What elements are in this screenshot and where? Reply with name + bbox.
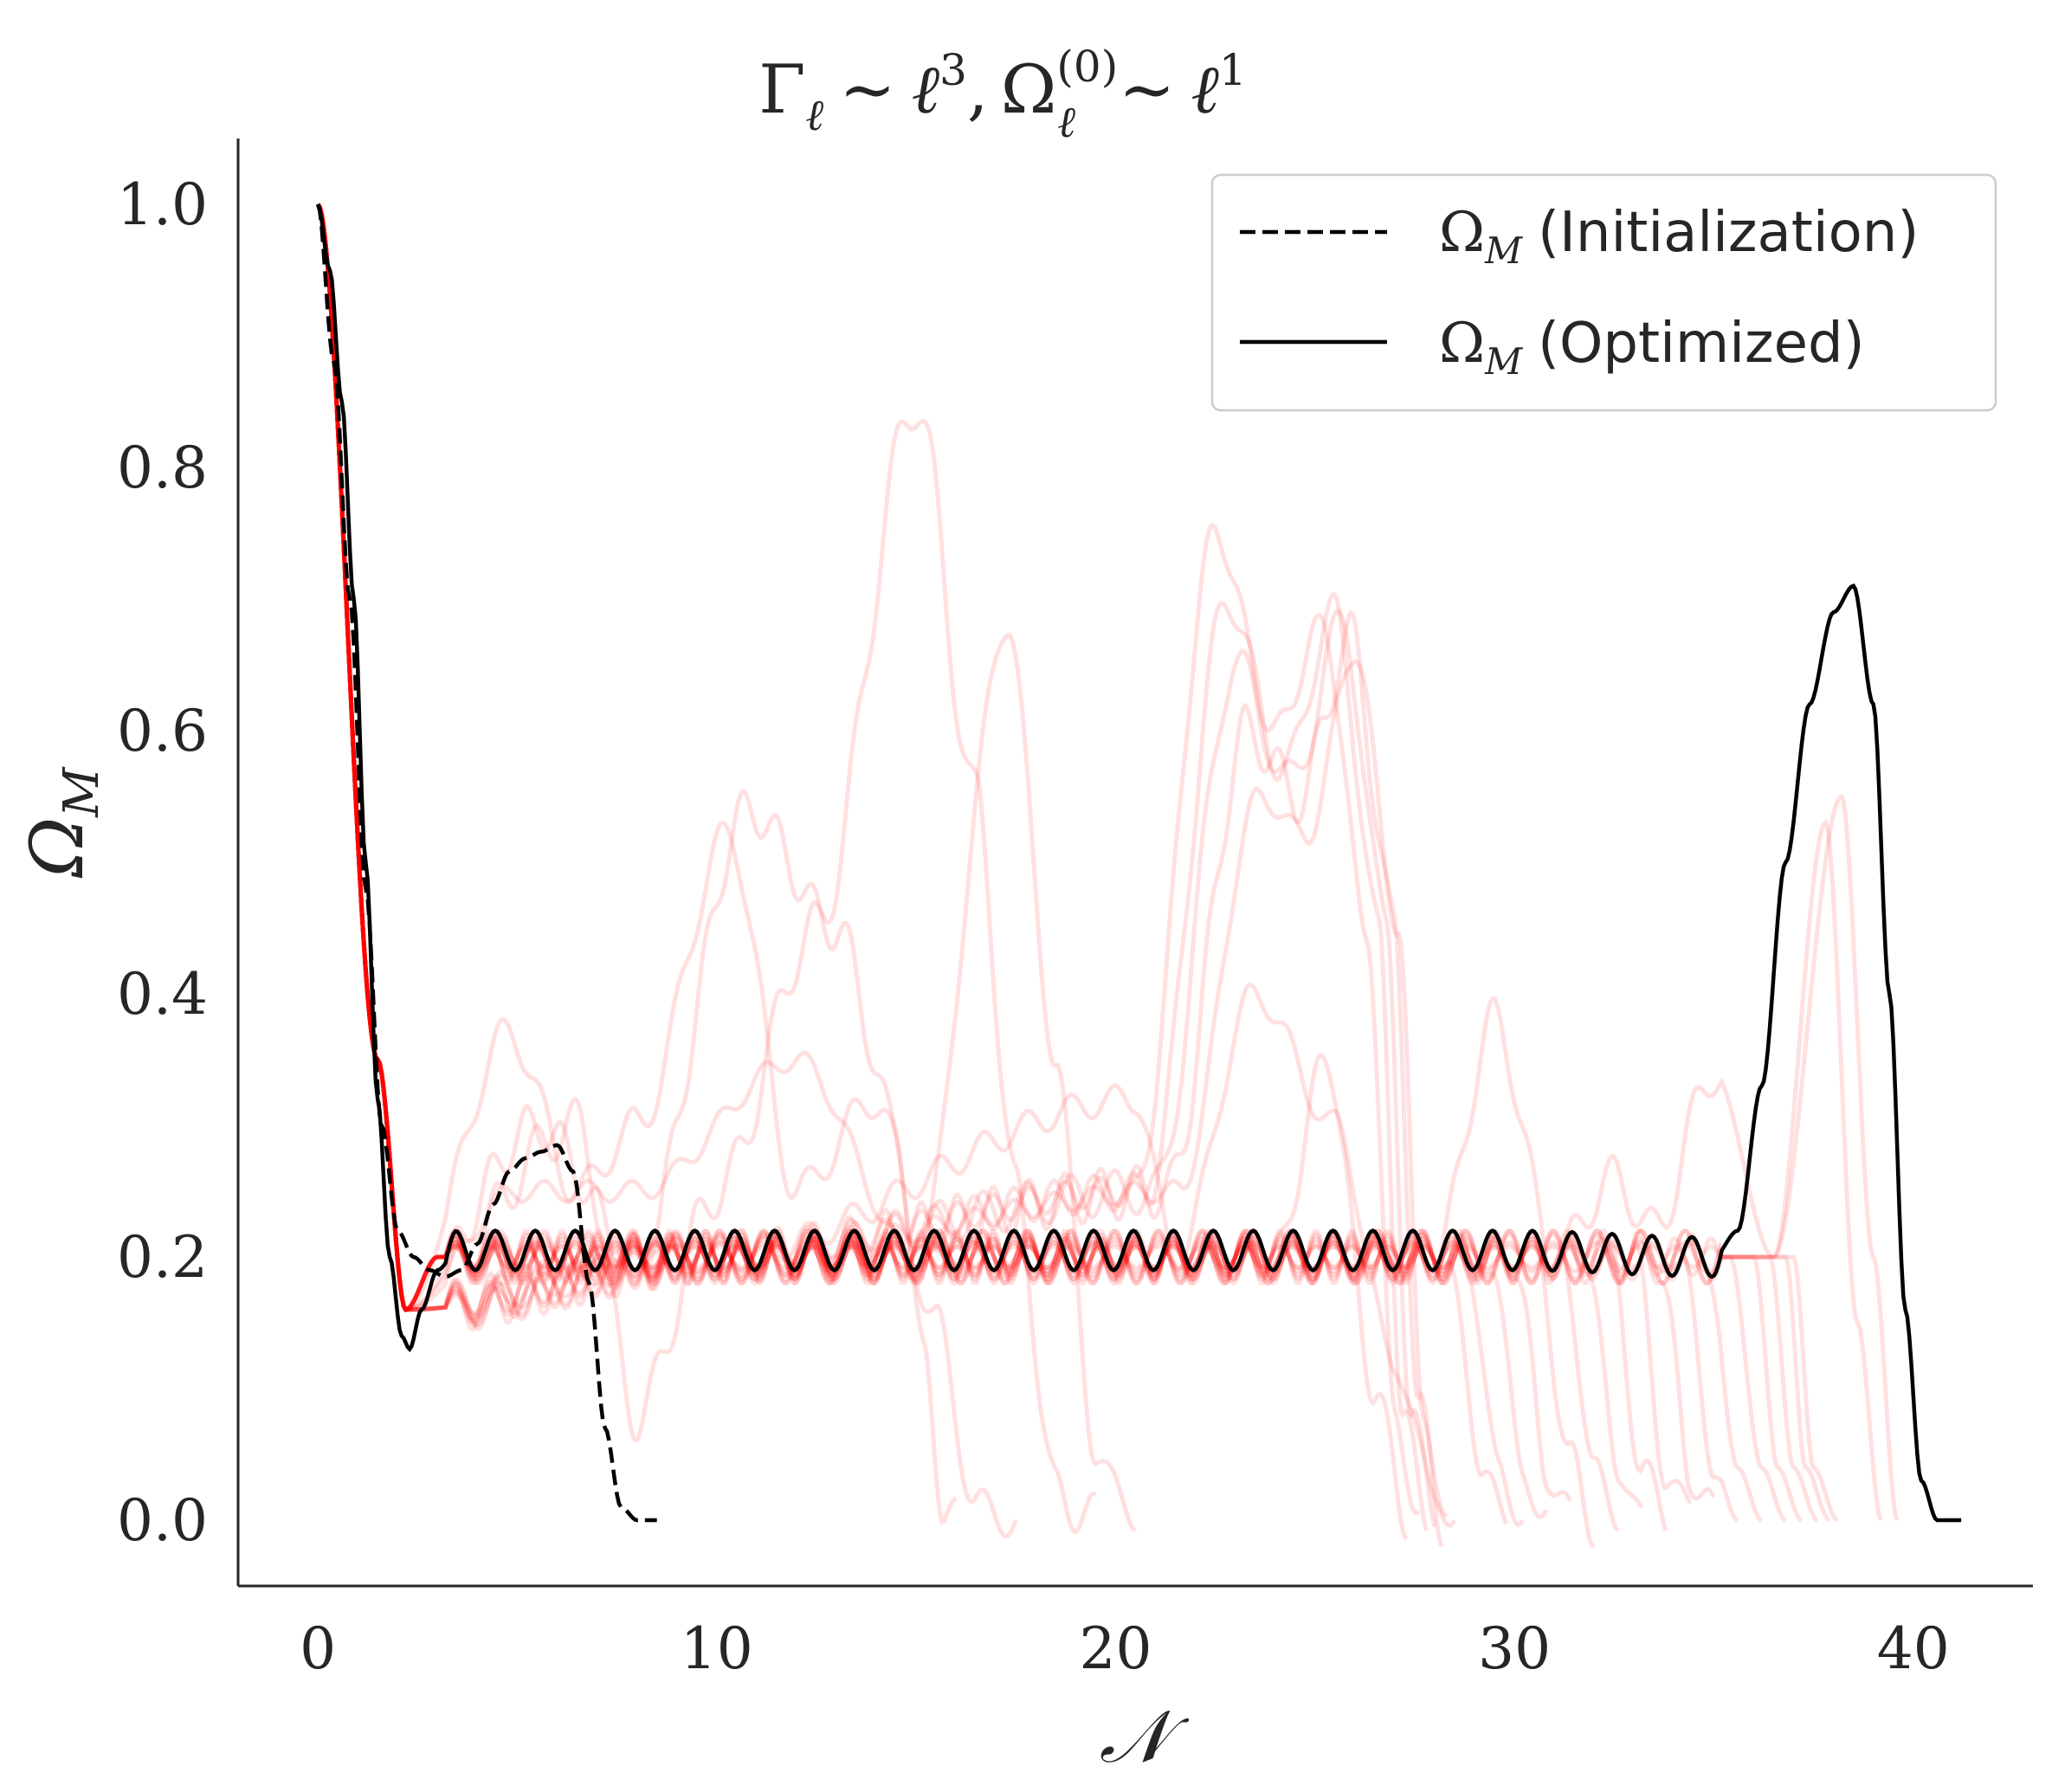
ensemble-run-line <box>316 203 1097 1535</box>
x-tick-label: 0 <box>300 1615 336 1682</box>
y-tick-label: 0.0 <box>117 1487 208 1554</box>
legend-box <box>1210 173 1997 412</box>
y-tick-label: 1.0 <box>117 171 208 238</box>
x-tick-label: 20 <box>1079 1615 1152 1682</box>
y-tick-label: 0.4 <box>117 961 208 1028</box>
ensemble-run-line <box>316 203 1900 1521</box>
series-line-optimized <box>316 203 1962 1523</box>
ensemble-run-line <box>316 203 1018 1539</box>
ensemble-run-line <box>316 203 1509 1525</box>
ensemble-run-line <box>316 203 1448 1518</box>
legend-label-initialization: ΩM (Initialization) <box>1439 201 1919 272</box>
ensemble-run-line <box>316 203 1693 1505</box>
legend: ΩM (Initialization) ΩM (Optimized) <box>1210 173 1997 412</box>
y-tick-label: 0.6 <box>117 698 208 764</box>
ensemble-run-line <box>316 203 1457 1528</box>
x-tick-label: 40 <box>1877 1615 1950 1682</box>
ensemble-run-line <box>316 203 958 1526</box>
ensemble-run-line <box>316 203 1445 1548</box>
y-tick-label: 0.8 <box>117 435 208 501</box>
y-axis-label: ΩM <box>15 766 110 879</box>
ensemble-run-line <box>316 203 1620 1532</box>
x-tick-labels: 0 10 20 30 40 <box>300 1615 1950 1682</box>
ensemble-run-line <box>316 203 1884 1522</box>
ensemble-run-line <box>316 203 1137 1533</box>
ensemble-run-line <box>316 203 1437 1527</box>
ensemble-run-line <box>316 203 1429 1532</box>
ensemble-run-line <box>316 203 1409 1540</box>
x-tick-label: 30 <box>1478 1615 1551 1682</box>
y-tick-labels: 0.0 0.2 0.4 0.6 0.8 1.0 <box>117 171 208 1554</box>
ensemble-run-line <box>316 203 1831 1523</box>
ensemble-run-line <box>316 203 1819 1523</box>
y-tick-label: 0.2 <box>117 1224 208 1291</box>
legend-label-optimized: ΩM (Optimized) <box>1439 312 1865 383</box>
ensemble-run-line <box>316 203 1787 1523</box>
ensemble-run-line <box>316 203 1668 1532</box>
ensemble-run-line <box>316 203 1421 1516</box>
x-tick-label: 10 <box>681 1615 753 1682</box>
chart-title: Γℓ ∼ ℓ3, Ω(0) ℓ ∼ ℓ1 <box>758 42 1246 147</box>
series-lines <box>315 203 1962 1523</box>
